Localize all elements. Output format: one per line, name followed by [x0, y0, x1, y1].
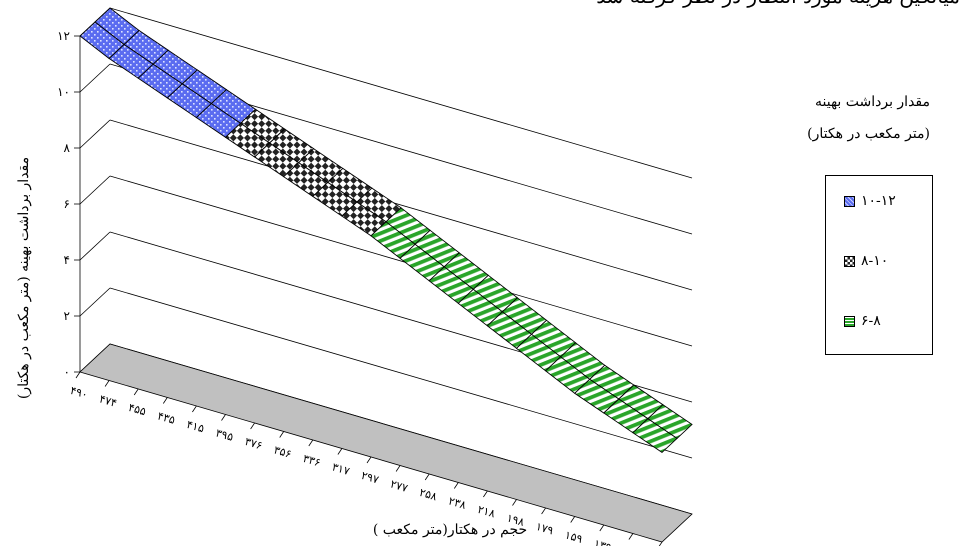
- x-tick-mark-4: [192, 405, 197, 413]
- legend-label: ۶-۸: [861, 313, 881, 329]
- x-tick-label-2: ۴۵۵: [127, 401, 148, 418]
- x-tick-label-7: ۳۵۶: [272, 443, 293, 460]
- y-tick-label-5: ۱۰: [57, 85, 70, 99]
- y-axis-label: مقدار برداشت بهینه (متر مکعب در هکتار): [16, 156, 32, 400]
- x-tick-mark-18: [599, 524, 605, 532]
- x-tick-mark-7: [279, 431, 285, 438]
- legend-label: ۸-۱۰: [861, 253, 889, 269]
- x-tick-mark-2: [133, 388, 139, 396]
- x-tick-label-6: ۳۷۶: [243, 435, 264, 452]
- x-tick-label-10: ۲۹۷: [360, 469, 381, 486]
- x-tick-mark-15: [512, 499, 517, 506]
- x-tick-label-9: ۳۱۷: [331, 460, 352, 477]
- x-tick-mark-8: [308, 439, 314, 447]
- y-tick-label-4: ۸: [64, 141, 71, 155]
- legend-item-6-8: ۶-۸: [844, 312, 881, 330]
- legend-label: ۱۰-۱۲: [861, 193, 896, 209]
- gridline-side-1: [79, 287, 111, 317]
- x-tick-label-14: ۲۱۸: [476, 503, 497, 520]
- legend-swatch-checker: [844, 255, 855, 267]
- y-tick-label-2: ۴: [64, 253, 70, 267]
- x-tick-label-13: ۲۳۸: [447, 494, 468, 511]
- x-tick-mark-5: [221, 414, 226, 421]
- gridline-side-3: [79, 175, 111, 205]
- x-tick-label-3: ۴۳۵: [156, 409, 177, 426]
- x-tick-mark-17: [570, 516, 576, 523]
- gridline-1: [109, 287, 693, 459]
- x-tick-mark-16: [541, 507, 546, 515]
- x-tick-label-15: ۱۹۸: [505, 511, 526, 528]
- legend-title-line2: (متر مکعب در هکتار): [807, 126, 930, 142]
- floor-plane: [79, 343, 693, 543]
- legend-item-10-12: ۱۰-۱۲: [844, 192, 896, 210]
- x-tick-label-5: ۳۹۵: [214, 426, 235, 443]
- x-tick-mark-11: [395, 465, 401, 472]
- x-tick-mark-0: [75, 371, 81, 379]
- x-tick-mark-9: [337, 448, 343, 455]
- x-tick-mark-12: [424, 473, 430, 481]
- x-tick-mark-19: [628, 533, 634, 540]
- gridline-3: [109, 175, 693, 347]
- x-tick-mark-6: [250, 422, 255, 430]
- x-tick-label-4: ۴۱۵: [185, 418, 206, 435]
- x-tick-label-17: ۱۵۹: [563, 528, 584, 545]
- gridline-side-2: [79, 231, 111, 261]
- y-ticks: ۰ ۲ ۴ ۶ ۸ ۱۰ ۱۲: [57, 29, 81, 379]
- gridline-6: [109, 7, 693, 179]
- x-tick-label-12: ۲۵۸: [418, 486, 439, 503]
- y-tick-label-0: ۰: [64, 365, 70, 379]
- x-tick-label-16: ۱۷۹: [534, 520, 555, 537]
- legend-item-8-10: ۸-۱۰: [844, 252, 888, 270]
- gridline-side-5: [79, 63, 111, 93]
- x-tick-mark-3: [162, 397, 168, 404]
- x-tick-mark-14: [483, 490, 488, 498]
- chart-title: میانگین هزینه مورد انتظار در نظر گرفته ش…: [460, 0, 960, 8]
- x-tick-label-18: ۱۳۹: [592, 537, 613, 546]
- surface: [79, 7, 693, 453]
- x-tick-mark-13: [453, 482, 459, 489]
- legend: ۱۰-۱۲ ۸-۱۰ ۶-۸: [825, 175, 933, 355]
- x-tick-mark-1: [104, 380, 110, 387]
- x-ticks: ۴۹۰ ۴۷۴ ۴۵۵ ۴۳۵ ۴۱۵ ۳۹۵ ۳۷۶ ۳۵۶ ۳۳۶ ۳۱۷ ۲۹۷ ۲۷۷ ۲۵۸ ۲…: [69, 371, 663, 546]
- legend-swatch-dots: [844, 195, 855, 207]
- x-tick-label-11: ۲۷۷: [389, 477, 410, 494]
- legend-swatch-stripes: [844, 315, 855, 327]
- x-tick-label-1: ۴۷۴: [98, 392, 119, 409]
- floor: [79, 343, 693, 543]
- y-tick-label-6: ۱۲: [57, 29, 70, 43]
- x-axis-label: حجم در هکتار(متر مکعب ): [372, 522, 528, 538]
- legend-title-line1: مقدار برداشت بهینه: [814, 94, 930, 110]
- surface-cell-19-front: [632, 418, 678, 453]
- x-tick-mark-10: [366, 456, 372, 464]
- x-tick-label-8: ۳۳۶: [301, 452, 322, 469]
- x-tick-mark-20: [658, 541, 663, 546]
- gridline-4: [109, 119, 693, 291]
- y-tick-label-3: ۶: [64, 197, 70, 211]
- x-tick-label-0: ۴۹۰: [69, 384, 90, 401]
- gridline-side-4: [79, 119, 111, 149]
- y-tick-label-1: ۲: [64, 309, 70, 323]
